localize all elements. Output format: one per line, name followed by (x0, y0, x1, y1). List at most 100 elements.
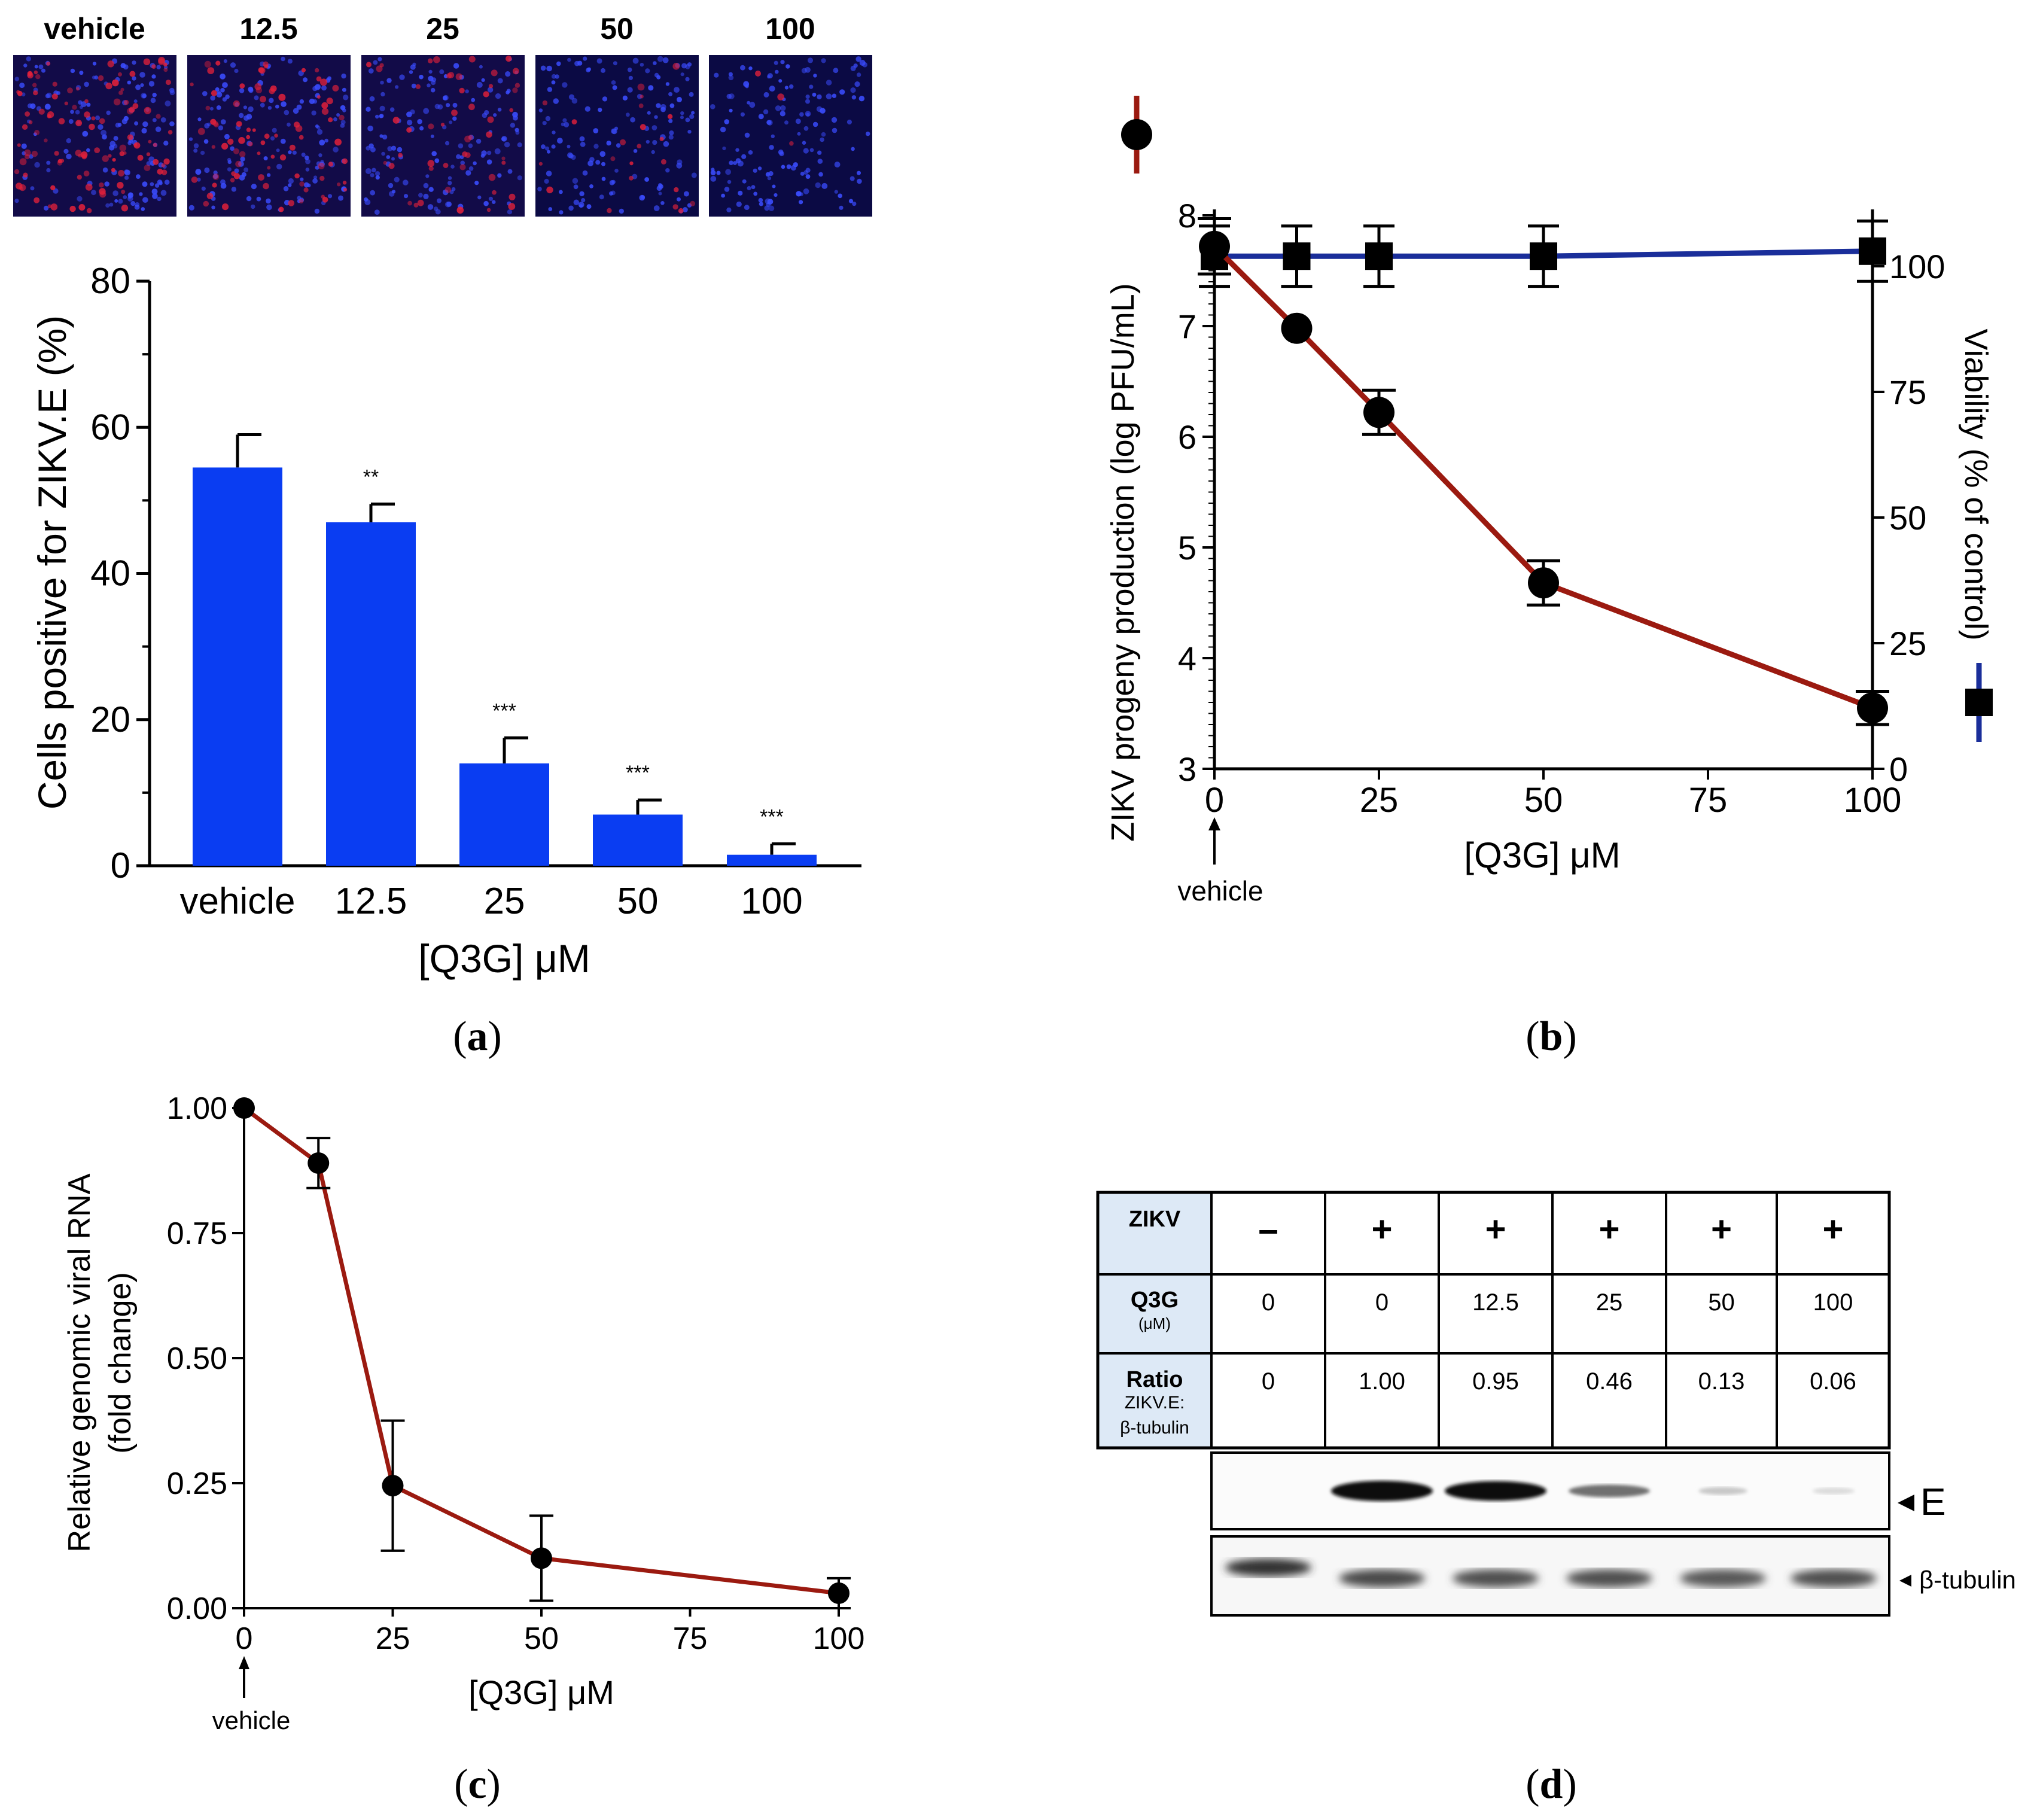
nucleus (619, 208, 625, 214)
nucleus (567, 152, 573, 159)
x-tick-label-c: 25 (376, 1621, 410, 1656)
nucleus (546, 65, 552, 72)
nucleus (387, 146, 392, 151)
nucleus (567, 144, 571, 148)
bar-a (593, 814, 683, 866)
significance-mark-a: *** (760, 805, 784, 828)
infected-cell (465, 152, 471, 158)
row-label: ZIKV (1129, 1207, 1181, 1232)
nucleus (115, 123, 120, 128)
nucleus (63, 148, 69, 154)
left-tick-label-b: 5 (1178, 529, 1196, 567)
nucleus (82, 130, 89, 137)
infected-cell (27, 71, 33, 77)
progeny-marker (1281, 312, 1313, 344)
nucleus (314, 84, 321, 90)
infected-cell (25, 111, 30, 117)
nucleus (545, 115, 551, 121)
nucleus (124, 175, 129, 180)
y-tick-label-a: 20 (90, 699, 130, 739)
infected-cell (239, 151, 246, 157)
infected-cell (342, 181, 347, 185)
table-cell: + (1371, 1209, 1392, 1249)
nucleus (820, 137, 824, 142)
nucleus (807, 57, 814, 63)
x-tick-label-b: 25 (1360, 781, 1399, 820)
nucleus (459, 155, 464, 160)
infected-cell (118, 72, 122, 77)
nucleus (127, 141, 132, 145)
nucleus (486, 150, 492, 156)
nucleus (741, 154, 747, 159)
infected-cell (293, 121, 300, 128)
infected-cell (640, 124, 646, 130)
infected-cell (205, 105, 211, 111)
infected-cell (252, 128, 256, 132)
infected-cell (129, 106, 135, 113)
nucleus (375, 175, 380, 180)
nucleus (447, 181, 452, 185)
nucleus (725, 169, 731, 175)
infected-cell (157, 168, 163, 175)
nucleus (805, 95, 810, 99)
nucleus (721, 193, 725, 198)
infected-cell (153, 142, 157, 147)
infected-cell (81, 151, 88, 159)
nucleus (544, 178, 549, 184)
nucleus (213, 174, 218, 179)
nucleus (30, 186, 35, 191)
nucleus (140, 83, 144, 87)
nucleus (729, 160, 733, 166)
nucleus (654, 115, 658, 119)
infected-cell (468, 135, 473, 140)
infected-cell (486, 131, 492, 138)
infected-cell (321, 194, 325, 199)
nucleus (602, 96, 608, 102)
bar-plot-a: 0 20 40 60 80 vehicle ** 12.5 *** 25 *** 50 *** 100 (90, 261, 861, 922)
nucleus (280, 138, 286, 144)
nucleus (726, 207, 732, 212)
infected-cell (51, 93, 58, 100)
nucleus (327, 194, 333, 199)
nucleus (200, 150, 205, 156)
nucleus (775, 69, 779, 74)
row-sublabel: (μM) (1138, 1314, 1171, 1332)
nucleus (92, 75, 96, 80)
nucleus (722, 146, 726, 151)
infected-cell (77, 175, 82, 180)
nucleus (141, 207, 145, 211)
nucleus (152, 93, 157, 98)
header-column-fill (1098, 1192, 1211, 1448)
y-axis-label-b-right: Viability (% of control) (1958, 328, 1994, 640)
infected-cell (777, 93, 784, 101)
nucleus (668, 135, 674, 140)
nucleus (748, 150, 753, 155)
infected-cell (428, 123, 434, 130)
nucleus (157, 196, 162, 202)
nucleus (743, 81, 750, 87)
nucleus (428, 69, 433, 74)
panel-a: vehicle 12.5 25 50 100 0 20 40 60 80 vehicle ** 12.… (13, 12, 872, 1060)
significance-mark-a: *** (626, 762, 650, 784)
nucleus (391, 190, 396, 194)
nucleus (654, 72, 659, 78)
infected-cell (84, 111, 90, 118)
nucleus (651, 150, 655, 154)
infected-cell (755, 70, 761, 77)
nucleus (120, 63, 126, 69)
infected-cell (257, 151, 261, 156)
nucleus (369, 96, 375, 102)
significance-mark-a: *** (492, 699, 516, 722)
nucleus (781, 165, 785, 169)
infected-cell (319, 175, 325, 181)
nucleus (716, 171, 721, 175)
infected-cell (316, 76, 322, 82)
infected-cell (672, 63, 680, 70)
nucleus (222, 97, 227, 102)
nucleus (207, 122, 211, 127)
nucleus (571, 98, 578, 104)
nucleus (84, 81, 89, 87)
nucleus (314, 208, 320, 214)
infected-cell (464, 135, 471, 142)
nucleus (858, 96, 865, 102)
